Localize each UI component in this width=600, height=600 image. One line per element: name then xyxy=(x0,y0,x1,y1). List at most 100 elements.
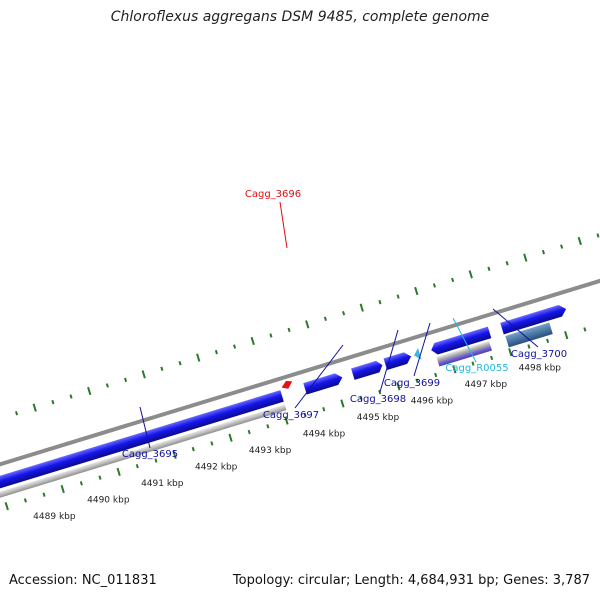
feature-cagg-3697 xyxy=(303,373,343,395)
inner-tick-minor xyxy=(434,372,438,378)
inner-tick-minor xyxy=(303,412,307,418)
inner-tick-major xyxy=(284,416,289,425)
outer-tick-major xyxy=(32,403,37,412)
inner-tick-minor xyxy=(583,327,587,332)
inner-tick-minor xyxy=(135,464,139,469)
inner-tick-major xyxy=(172,450,177,459)
feature-cagg-3699 xyxy=(383,352,412,370)
outer-tick-minor xyxy=(269,333,273,338)
outer-tick-minor xyxy=(105,383,109,388)
outer-tick-minor xyxy=(596,233,600,238)
inner-tick-minor xyxy=(210,441,214,446)
outer-tick-minor xyxy=(451,277,455,283)
outer-tick-major xyxy=(196,353,201,362)
outer-tick-major xyxy=(250,336,255,346)
outer-tick-minor xyxy=(396,294,400,299)
outer-tick-major xyxy=(359,303,364,312)
outer-tick-minor xyxy=(541,249,546,255)
outer-tick-minor xyxy=(378,299,382,305)
accession-label: Accession: NC_011831 xyxy=(9,573,157,588)
feature-purple xyxy=(437,345,492,367)
inner-tick-minor xyxy=(527,344,531,349)
label-leader-line xyxy=(279,201,288,249)
genome-axis-group: 4489 kbp 4490 kbp 4491 kbp 4492 kbp 4493 kbp… xyxy=(0,218,600,522)
outer-tick-major xyxy=(468,270,473,279)
gene-label: Cagg_3698 xyxy=(350,394,406,405)
label-leader-line xyxy=(139,406,151,449)
outer-tick-minor xyxy=(487,266,491,271)
feature-steel xyxy=(505,322,553,348)
label-leader-line xyxy=(379,329,399,393)
outer-tick-minor xyxy=(432,283,436,288)
inner-tick-major xyxy=(340,399,345,408)
outer-tick-minor xyxy=(233,344,237,349)
outer-tick-minor xyxy=(505,261,509,266)
gene-label: Cagg_3696 xyxy=(245,189,301,200)
inner-tick-major xyxy=(564,330,569,340)
inner-tick-minor xyxy=(247,429,251,435)
inner-tick-minor xyxy=(490,355,494,361)
gene-label: Cagg_3700 xyxy=(511,349,567,360)
outer-tick-major xyxy=(414,286,419,296)
inner-tick-minor xyxy=(79,481,83,486)
label-leader-line xyxy=(413,322,431,377)
scale-label: 4493 kbp xyxy=(249,446,292,456)
scale-label: 4498 kbp xyxy=(519,364,562,374)
scale-label: 4497 kbp xyxy=(465,380,508,390)
inner-tick-minor xyxy=(154,458,158,463)
genome-summary: Topology: circular; Length: 4,684,931 bp… xyxy=(232,573,590,588)
scale-label: 4489 kbp xyxy=(33,512,76,522)
gene-label: Cagg_R0055 xyxy=(445,363,508,374)
label-leader-line xyxy=(452,317,477,363)
label-leader-line xyxy=(294,344,344,409)
inner-tick-major xyxy=(4,502,9,511)
label-leaders xyxy=(139,201,539,449)
genome-backbone xyxy=(0,218,600,485)
feature-cagg-3695 xyxy=(0,390,284,506)
gene-labels: Cagg_3696 Cagg_3695 Cagg_3697 Cagg_3698 Cagg… xyxy=(122,189,567,460)
outer-tick-minor xyxy=(51,399,55,405)
outer-tick-minor xyxy=(69,394,73,399)
gene-label: Cagg_3699 xyxy=(384,378,440,389)
feature-cagg-3696 xyxy=(281,381,293,389)
outer-tick-minor xyxy=(124,377,128,383)
scale-label: 4496 kbp xyxy=(411,397,454,407)
scale-label: 4490 kbp xyxy=(87,495,130,505)
outer-tick-major xyxy=(87,386,92,396)
inner-tick-major xyxy=(116,467,121,477)
inner-tick-minor xyxy=(42,492,46,497)
feature-cagg-3698 xyxy=(351,360,383,380)
scale-label: 4491 kbp xyxy=(141,479,184,489)
feature-rna-track xyxy=(0,404,287,514)
inner-tick-minor xyxy=(191,446,195,452)
gene-label: Cagg_3697 xyxy=(263,410,319,421)
scale-labels: 4489 kbp 4490 kbp 4491 kbp 4492 kbp 4493 kbp… xyxy=(33,364,562,522)
outer-tick-major xyxy=(141,370,146,379)
inner-tick-minor xyxy=(415,378,419,383)
outer-tick-minor xyxy=(323,316,327,321)
outer-tick-major xyxy=(577,236,582,246)
scale-label: 4495 kbp xyxy=(357,413,400,423)
outer-tick-major xyxy=(305,320,310,329)
scale-label: 4492 kbp xyxy=(195,463,238,473)
inner-tick-ring xyxy=(4,327,587,511)
scale-label: 4494 kbp xyxy=(303,430,346,440)
outer-tick-ring xyxy=(14,233,600,416)
inner-tick-minor xyxy=(266,424,270,429)
inner-tick-major xyxy=(396,382,401,391)
inner-tick-minor xyxy=(322,407,326,412)
outer-tick-minor xyxy=(214,349,218,355)
inner-tick-minor xyxy=(378,389,382,395)
label-leader-line xyxy=(492,308,539,348)
inner-tick-major xyxy=(60,484,65,494)
feature-cagg-3700 xyxy=(431,326,492,355)
outer-tick-minor xyxy=(178,361,182,366)
map-title: Chloroflexus aggregans DSM 9485, complet… xyxy=(110,9,490,25)
outer-tick-minor xyxy=(160,366,164,371)
feature-rna-small xyxy=(436,340,491,362)
inner-tick-major xyxy=(228,433,233,442)
outer-tick-minor xyxy=(287,327,291,333)
inner-tick-minor xyxy=(546,338,550,344)
inner-tick-minor xyxy=(98,475,102,480)
